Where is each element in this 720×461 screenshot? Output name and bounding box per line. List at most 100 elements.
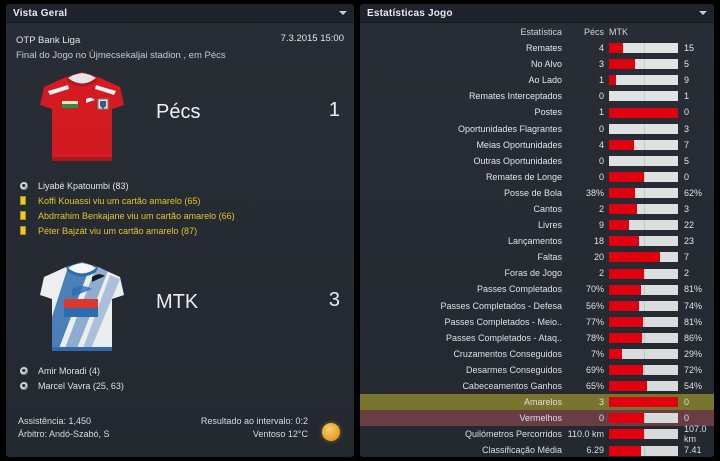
- stat-bar-midline: [643, 59, 645, 70]
- sun-icon: [322, 423, 340, 441]
- away-team-name[interactable]: MTK: [156, 291, 199, 313]
- stat-home-value: 0: [598, 171, 604, 182]
- stat-bar-midline: [643, 139, 645, 150]
- list-item[interactable]: Abdrrahim Benkajane viu um cartão amarel…: [6, 208, 354, 223]
- football-icon: [20, 181, 38, 190]
- stat-away-value: 0: [684, 107, 690, 118]
- stat-bar-midline: [643, 300, 645, 311]
- stat-home-value: 0: [598, 155, 604, 166]
- stat-bar: [609, 381, 678, 392]
- list-item[interactable]: Koffi Kouassi viu um cartão amarelo (65): [6, 193, 354, 208]
- stat-bar: [609, 91, 678, 102]
- stat-home-value: 3: [598, 59, 604, 70]
- table-row: Quilómetros Percorridos 110.0 km 107.0 km: [360, 424, 714, 445]
- stat-away-value: 72%: [684, 364, 703, 375]
- home-team-block: Pécs 1: [6, 63, 354, 173]
- event-text: Koffi Kouassi viu um cartão amarelo (65): [38, 195, 201, 206]
- stat-bar: [609, 365, 678, 376]
- weather-text: Ventoso 12°C: [252, 429, 308, 439]
- stat-label: Ao Lado: [528, 75, 562, 86]
- stat-label: Meias Oportunidades: [476, 139, 562, 150]
- stat-bar-home-fill: [609, 171, 644, 182]
- stats-rows: Remates 4 15 No Alvo 3 5 Ao Lado 1 9 Remates Inte…: [360, 40, 714, 457]
- stat-bar-midline: [643, 348, 645, 359]
- list-item[interactable]: Marcel Vavra (25, 63): [6, 378, 354, 393]
- attendance-text: Assistência: 1,450: [18, 416, 92, 426]
- stat-bar-home-fill: [609, 348, 623, 359]
- stat-home-value: 78%: [585, 332, 604, 343]
- overview-panel-title: Vista Geral: [13, 7, 68, 19]
- stat-label: Passes Completados - Ataq..: [445, 332, 562, 343]
- table-row: Oportunidades Flagrantes 0 3: [360, 120, 714, 136]
- match-stats-panel-title: Estatísticas Jogo: [367, 7, 453, 19]
- half-time-score: Resultado ao intervalo: 0:2: [200, 416, 308, 426]
- stat-away-value: 3: [684, 123, 690, 134]
- stat-label: Remates: [525, 43, 562, 54]
- list-item[interactable]: Amir Moradi (4): [6, 363, 354, 378]
- stat-label: Passes Completados - Meio..: [444, 316, 562, 327]
- table-row: Faltas 20 7: [360, 249, 714, 265]
- stat-home-value: 65%: [585, 381, 604, 392]
- stat-home-value: 69%: [585, 364, 604, 375]
- event-text: Amir Moradi (4): [38, 365, 101, 376]
- stat-home-value: 9: [598, 220, 604, 231]
- stat-away-value: 107.0 km: [684, 424, 707, 445]
- overview-panel-body: OTP Bank Liga Final do Jogo no Újmecseka…: [6, 23, 354, 457]
- kickoff-datetime: 7.3.2015 15:00: [280, 33, 344, 44]
- stat-label: Desarmes Conseguidos: [465, 364, 562, 375]
- stat-away-value: 62%: [684, 187, 703, 198]
- stat-bar: [609, 268, 678, 279]
- stat-bar-home-fill: [609, 188, 636, 199]
- stat-bar: [609, 43, 678, 54]
- table-row: Cabeceamentos Ganhos 65% 54%: [360, 378, 714, 394]
- chevron-down-icon[interactable]: [339, 11, 347, 15]
- stat-bar-midline: [643, 204, 645, 215]
- stat-home-value: 3: [598, 397, 604, 408]
- stat-label: Lançamentos: [507, 236, 562, 247]
- stat-bar: [609, 413, 678, 424]
- stat-label: Foras de Jogo: [504, 268, 562, 279]
- table-row: Meias Oportunidades 4 7: [360, 137, 714, 153]
- table-row: Classificação Média 6.29 7.41: [360, 442, 714, 457]
- stat-label: Remates Interceptados: [468, 91, 562, 102]
- stat-label: Faltas: [537, 252, 562, 263]
- stat-bar: [609, 123, 678, 134]
- stat-bar-home-fill: [609, 397, 678, 408]
- list-item[interactable]: Péter Bajzát viu um cartão amarelo (87): [6, 223, 354, 238]
- stat-bar-home-fill: [609, 365, 643, 376]
- stat-bar-midline: [643, 284, 645, 295]
- stat-bar-midline: [643, 268, 645, 279]
- stat-away-value: 0: [684, 397, 690, 408]
- stat-away-value: 81%: [684, 316, 703, 327]
- stat-label: Cantos: [533, 203, 562, 214]
- stat-bar: [609, 316, 678, 327]
- table-row: Outras Oportunidades 0 5: [360, 153, 714, 169]
- table-row: Amarelos 3 0: [360, 394, 714, 411]
- home-team-name[interactable]: Pécs: [156, 101, 201, 123]
- stat-bar-home-fill: [609, 268, 644, 279]
- stat-bar-midline: [643, 220, 645, 231]
- table-row: Passes Completados - Meio.. 77% 81%: [360, 314, 714, 330]
- table-row: Cantos 2 3: [360, 201, 714, 217]
- stat-home-value: 6.29: [586, 445, 604, 456]
- stat-label: Passes Completados - Defesa: [440, 300, 562, 311]
- stat-label: Livres: [537, 220, 562, 231]
- stat-bar-home-fill: [609, 107, 678, 118]
- football-icon: [20, 366, 38, 375]
- stat-bar-home-fill: [609, 204, 637, 215]
- list-item[interactable]: Liyabé Kpatoumbi (83): [6, 178, 354, 193]
- stat-home-value: 110.0 km: [567, 429, 604, 440]
- stat-away-value: 0: [684, 171, 690, 182]
- stat-label: Cabeceamentos Ganhos: [462, 381, 562, 392]
- stat-bar: [609, 397, 678, 408]
- stat-bar: [609, 59, 678, 70]
- stat-home-value: 0: [598, 413, 604, 424]
- stat-away-value: 22: [684, 220, 695, 231]
- stat-bar-home-fill: [609, 139, 634, 150]
- chevron-down-icon[interactable]: [699, 11, 707, 15]
- stat-home-value: 4: [598, 139, 604, 150]
- home-events-list: Liyabé Kpatoumbi (83) Koffi Kouassi viu …: [6, 178, 354, 238]
- stat-away-value: 3: [684, 203, 690, 214]
- stat-label: Vermelhos: [519, 413, 562, 424]
- stat-bar: [609, 75, 678, 86]
